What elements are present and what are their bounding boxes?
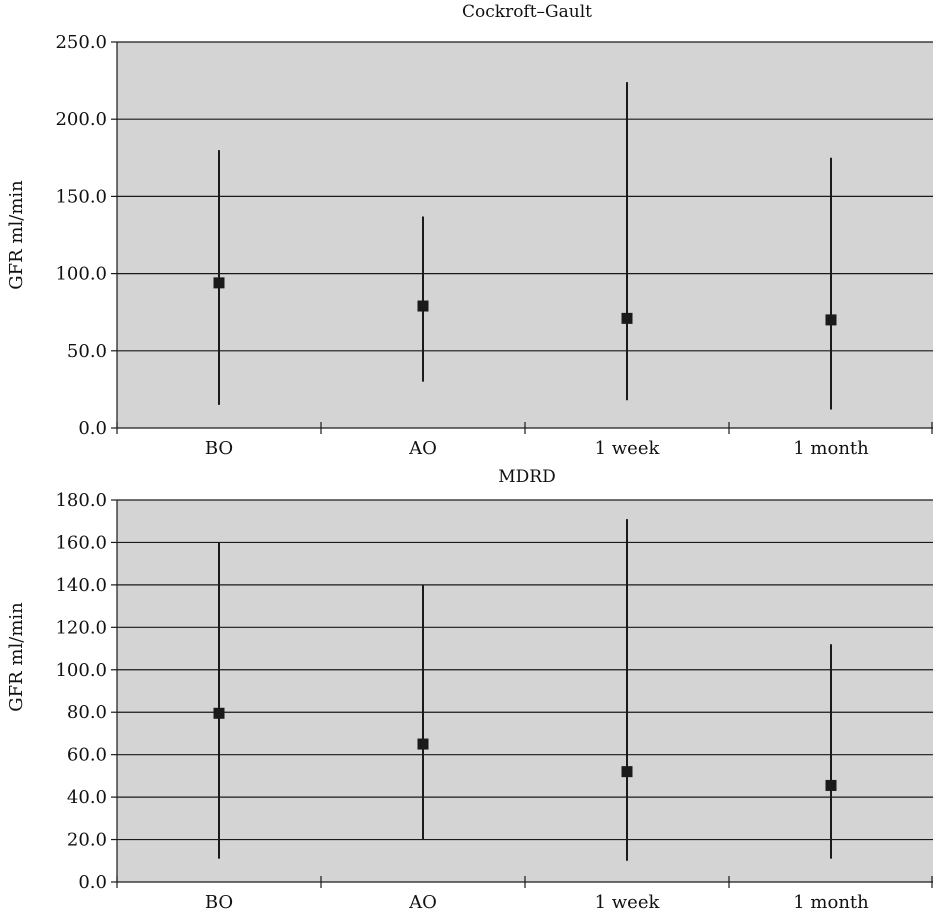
mean-marker [213,277,225,289]
chart-panel-mdrd: MDRD GFR ml/min 0.0 20.0 40.0 60.0 80.0 100.0… [6,467,933,913]
x-tick-label: BO [205,438,233,459]
x-tick-label: 1 week [595,438,661,459]
x-tick-label: 1 week [595,892,661,913]
x-tick-label: BO [205,892,233,913]
chart-title: Cockroft–Gault [462,2,592,22]
y-tick-label: 0.0 [78,872,107,893]
x-tick-label: 1 month [793,892,869,913]
mean-marker [213,707,225,719]
y-tick-label: 20.0 [67,830,107,851]
mean-marker [825,314,837,326]
chart-title: MDRD [498,467,555,487]
y-tick-label: 40.0 [67,787,107,808]
y-tick-label: 0.0 [78,418,107,439]
mean-marker [825,779,837,791]
mean-marker [417,738,429,750]
y-tick-label: 180.0 [55,490,107,511]
y-tick-label: 100.0 [55,660,107,681]
mean-marker [417,300,429,312]
y-axis-label: GFR ml/min [6,180,27,290]
x-tick-label: AO [408,438,437,459]
chart-panel-cockroft-gault: Cockroft–Gault GFR ml/min 0.0 50.0 100.0 15… [6,2,933,459]
y-tick-label: 100.0 [55,264,107,285]
y-tick-label: 60.0 [67,745,107,766]
y-tick-label: 50.0 [67,341,107,362]
y-tick-label: 140.0 [55,575,107,596]
y-tick-label: 200.0 [55,109,107,130]
y-tick-label: 80.0 [67,702,107,723]
y-tick-label: 120.0 [55,617,107,638]
y-axis-label: GFR ml/min [6,602,27,712]
x-tick-label: 1 month [793,438,869,459]
mean-marker [621,766,633,778]
plot-area [117,500,933,882]
y-tick-label: 160.0 [55,532,107,553]
mean-marker [621,312,633,324]
plot-area [117,42,933,428]
y-tick-label: 150.0 [55,186,107,207]
x-tick-label: AO [408,892,437,913]
y-tick-label: 250.0 [55,32,107,53]
